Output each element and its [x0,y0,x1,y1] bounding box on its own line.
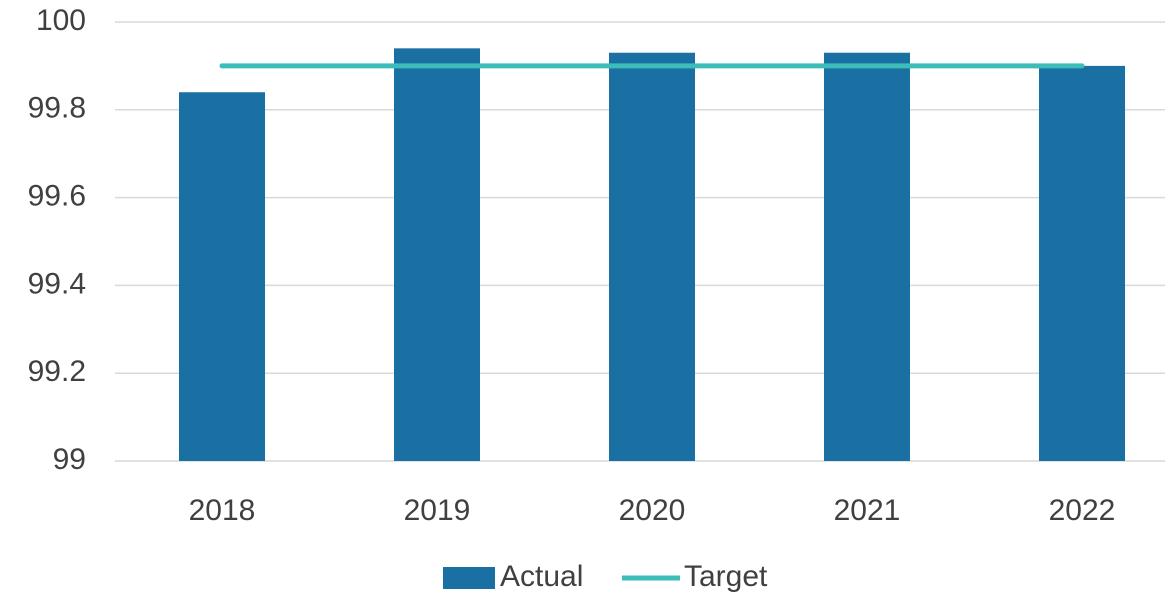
bar [609,52,695,461]
x-tick-label: 2020 [619,494,686,527]
y-tick-label: 100 [36,4,86,37]
legend-label: Actual [500,560,583,593]
bar [1039,65,1125,462]
x-tick-label: 2022 [1049,494,1116,527]
y-tick-label: 99.4 [28,267,86,300]
y-tick-label: 99.6 [28,180,86,213]
x-tick-label: 2021 [834,494,901,527]
bar [824,52,910,461]
y-tick-label: 99.2 [28,355,86,388]
bar [179,92,265,462]
x-tick-label: 2018 [189,494,256,527]
legend-swatch [443,567,495,589]
y-tick-label: 99 [53,443,86,476]
y-tick-label: 99.8 [28,92,86,125]
legend-label: Target [684,560,768,593]
bar [394,48,480,462]
x-tick-label: 2019 [404,494,471,527]
